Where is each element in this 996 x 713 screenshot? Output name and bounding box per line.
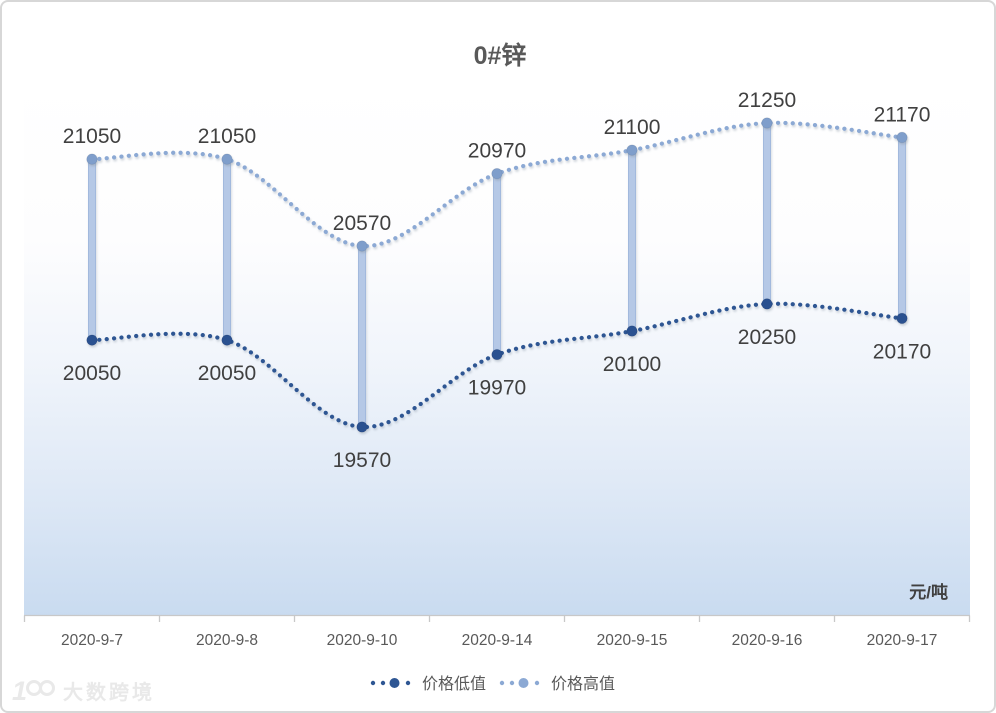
data-point-marker [221,334,233,346]
data-label: 20570 [333,212,391,235]
data-label: 21250 [738,89,796,112]
x-axis [23,614,971,622]
x-axis-label: 2020-9-14 [462,632,533,649]
legend-marker-dot [389,678,400,688]
hilo-bar [628,149,636,332]
data-label: 19570 [333,449,391,472]
x-axis-label: 2020-9-10 [327,632,398,649]
legend-marker-dot [499,680,505,686]
unit-label: 元/吨 [909,582,948,602]
legend-marker-dot [380,680,386,686]
chart-title: 0#锌 [474,42,527,70]
x-axis-labels: 2020-9-7 2020-9-8 2020-9-10 2020-9-14 2020-9… [61,632,937,649]
hilo-bar [493,173,501,356]
data-label: 21170 [874,103,931,126]
data-label: 20170 [873,340,931,363]
data-label: 21050 [198,125,256,148]
data-point-marker [356,240,368,252]
data-labels: 20050 20050 19570 19970 20100 20250 20170 21050… [63,89,931,472]
data-point-marker [626,325,638,337]
x-axis-label: 2020-9-15 [597,632,668,649]
legend-item-0: 价格低值 [370,675,486,693]
data-label: 20050 [198,362,256,385]
data-label: 19970 [468,377,526,400]
legend-label: 价格低值 [422,675,486,693]
data-point-marker [86,334,98,346]
data-label: 20250 [738,326,796,349]
legend-marker-dot [518,678,529,688]
x-axis-label: 2020-9-7 [61,632,123,649]
data-label: 20050 [63,362,121,385]
data-point-marker [491,348,503,361]
data-label: 21050 [63,125,121,148]
data-point-marker [626,144,638,156]
data-point-marker [491,167,503,180]
legend-marker-dot [509,680,515,686]
data-point-marker [221,153,233,165]
data-point-marker [86,153,98,165]
hilo-bar [898,136,906,319]
hilo-bar [88,158,96,341]
series-lines [86,117,908,433]
data-point-marker [896,312,908,325]
legend-label: 价格高值 [551,675,615,693]
hilo-bar [763,122,771,305]
data-label: 20100 [603,353,661,376]
data-point-marker [356,421,368,433]
hilo-bars [88,122,906,428]
data-point-marker [761,298,773,310]
series-1 [86,117,908,252]
hilo-bar [358,245,366,428]
x-axis-label: 2020-9-16 [732,632,803,649]
legend-marker-dot [370,680,376,686]
legend-marker-dot [405,680,411,686]
data-point-marker [761,117,773,129]
data-label: 21100 [604,116,661,139]
x-axis-label: 2020-9-8 [196,632,258,649]
data-point-marker [896,131,908,144]
x-axis-label: 2020-9-17 [867,632,938,649]
series-0 [86,298,908,433]
legend-item-1: 价格高值 [499,675,615,693]
hilo-bar [223,158,231,341]
legend-marker-dot [534,680,540,686]
legend: 价格低值 价格高值 [370,675,615,693]
data-label: 20970 [468,140,526,163]
